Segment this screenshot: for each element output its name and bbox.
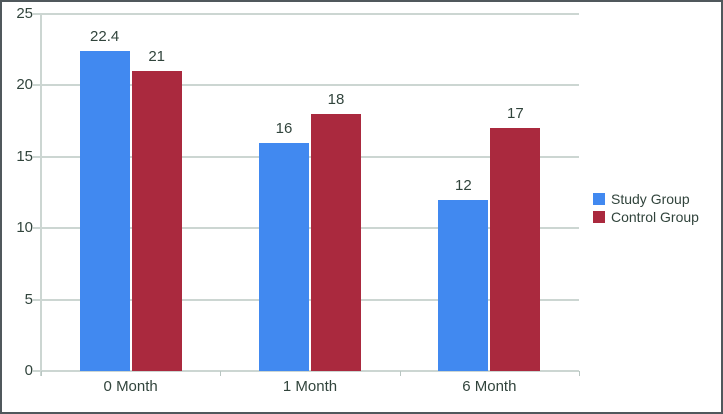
y-tick-label: 5 xyxy=(24,290,33,308)
x-axis-tick xyxy=(400,371,401,376)
gridline-y-0 xyxy=(33,370,579,372)
bar-value-label: 18 xyxy=(327,90,345,108)
y-tick-label: 0 xyxy=(24,362,33,379)
legend-item-control-group: Control Group xyxy=(593,210,699,224)
x-axis-category-label: 1 Month xyxy=(282,378,338,395)
x-axis-category-label: 0 Month xyxy=(103,378,158,395)
x-axis-tick xyxy=(41,371,42,376)
legend-label: Control Group xyxy=(611,209,699,225)
y-tick-label: 15 xyxy=(16,147,33,165)
bar-control-group-1-month xyxy=(311,113,361,371)
y-tick-label: 20 xyxy=(16,76,33,94)
bar-study-group-0-month xyxy=(79,51,130,371)
bar-study-group-1-month xyxy=(259,142,309,371)
y-axis-line xyxy=(40,14,42,376)
legend-swatch-icon xyxy=(593,193,605,205)
y-tick-label: 10 xyxy=(16,219,33,237)
legend-swatch-icon xyxy=(593,211,605,223)
bar-value-label: 12 xyxy=(454,176,472,194)
legend: Study Group Control Group xyxy=(593,192,699,228)
bar-value-label: 22.4 xyxy=(90,28,120,46)
bar-value-label: 21 xyxy=(148,48,165,66)
legend-label: Study Group xyxy=(611,191,690,207)
bar-control-group-6-month xyxy=(490,128,541,371)
x-axis-category-label: 6 Month xyxy=(462,378,517,395)
bar-value-label: 16 xyxy=(275,119,293,137)
x-axis-tick xyxy=(579,371,580,376)
bar-control-group-0-month xyxy=(131,71,182,371)
y-tick-label: 25 xyxy=(16,5,33,22)
bar-value-label: 17 xyxy=(506,105,524,123)
gridline-y-20 xyxy=(33,84,579,87)
bar-study-group-6-month xyxy=(438,199,489,371)
legend-item-study-group: Study Group xyxy=(593,192,699,206)
x-axis-tick xyxy=(220,371,221,376)
gridline-y-25 xyxy=(33,13,579,15)
